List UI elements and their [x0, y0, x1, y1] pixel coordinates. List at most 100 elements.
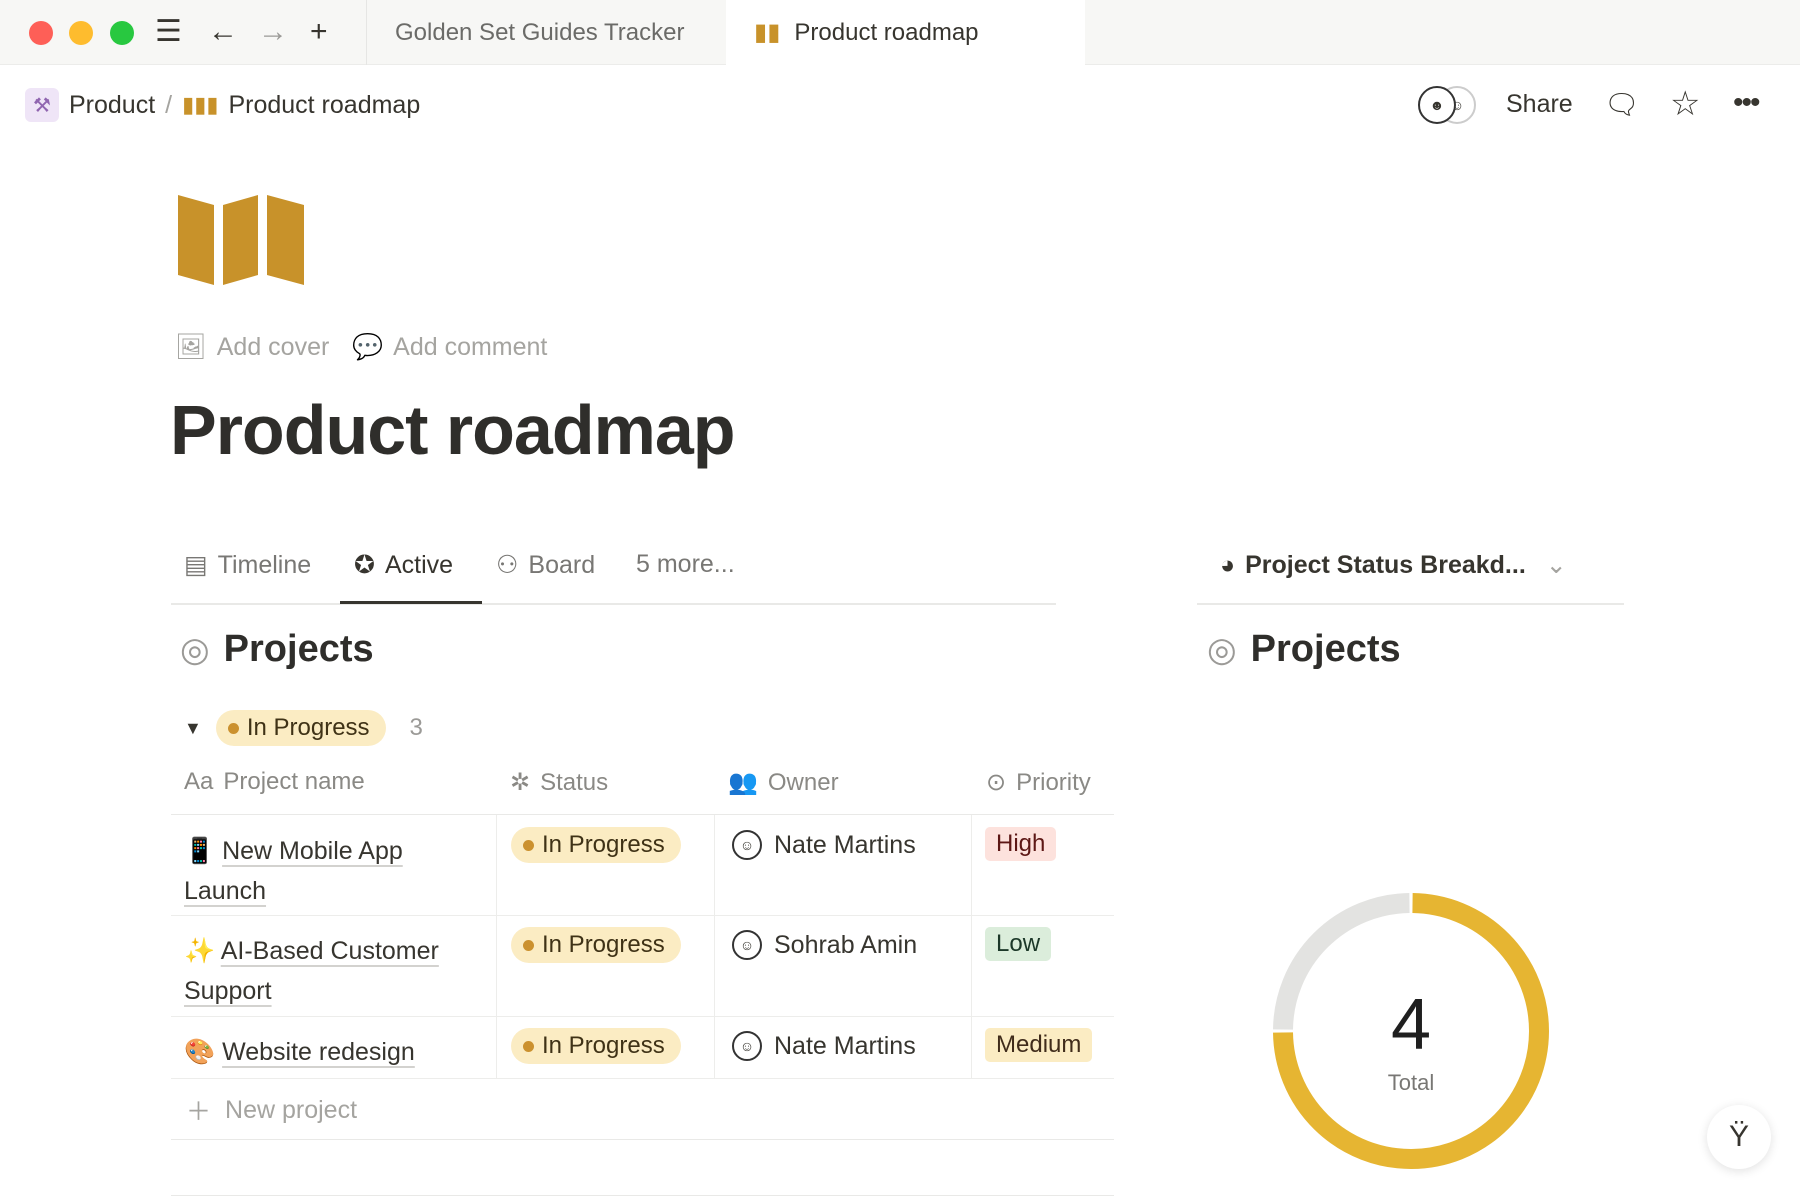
project-emoji-icon: 🎨: [184, 1038, 216, 1066]
product-workspace-icon: ⚒: [25, 88, 59, 122]
add-cover-button[interactable]: 🖼 Add cover: [175, 333, 329, 362]
breadcrumb-parent[interactable]: Product: [69, 90, 156, 119]
plus-icon: ＋: [186, 1098, 212, 1126]
owner-cell[interactable]: ☺ Nate Martins: [732, 1031, 916, 1061]
priority-badge: High: [985, 827, 1057, 861]
tab-label: Golden Set Guides Tracker: [395, 18, 685, 46]
project-name[interactable]: Website redesign: [222, 1038, 415, 1066]
tab-product-roadmap[interactable]: ▮▮ Product roadmap: [726, 0, 1085, 65]
column-header-project-name[interactable]: Aa Project name: [184, 768, 365, 796]
status-label: In Progress: [542, 1032, 665, 1059]
row-divider: [171, 915, 1114, 916]
status-cell[interactable]: In Progress: [511, 927, 681, 963]
priority-badge: Medium: [985, 1028, 1093, 1062]
more-views-button[interactable]: 5 more...: [636, 550, 735, 578]
new-tab-icon[interactable]: +: [310, 15, 328, 48]
new-project-button[interactable]: ＋ New project: [186, 1092, 357, 1128]
chart-view-label: Project Status Breakd...: [1245, 550, 1526, 579]
owner-cell[interactable]: ☺ Sohrab Amin: [732, 930, 917, 960]
donut-center-value: 4: [1391, 985, 1431, 1065]
people-icon: 👥: [728, 769, 758, 796]
project-name-cell[interactable]: ✨ AI-Based Customer Support: [184, 931, 484, 1011]
view-tab-label: Timeline: [217, 550, 312, 579]
view-tab-active[interactable]: ✪ Active: [354, 550, 453, 580]
notion-ai-face-icon: Ϋ: [1728, 1120, 1749, 1153]
owner-name: Nate Martins: [774, 830, 916, 859]
minimize-window-button[interactable]: [69, 21, 93, 45]
status-icon: ✲: [510, 769, 531, 796]
row-divider: [171, 1016, 1114, 1017]
project-name[interactable]: New Mobile App: [222, 837, 403, 865]
view-tab-board[interactable]: ⚇ Board: [496, 550, 595, 580]
board-icon: ⚇: [496, 551, 519, 579]
priority-cell[interactable]: Low: [985, 927, 1052, 961]
project-name-cell[interactable]: 🎨 Website redesign: [184, 1032, 484, 1072]
priority-cell[interactable]: High: [985, 827, 1057, 861]
status-badge: In Progress: [511, 927, 681, 963]
group-label: In Progress: [246, 714, 370, 741]
star-icon: ✪: [354, 551, 375, 579]
donut-slice-other[interactable]: [1273, 893, 1410, 1030]
breadcrumb: ⚒ Product / ▮▮▮ Product roadmap: [25, 88, 420, 122]
row-divider: [171, 1078, 1114, 1079]
column-label: Priority: [1016, 768, 1091, 796]
tab-golden-set-guides-tracker[interactable]: Golden Set Guides Tracker: [366, 0, 726, 65]
text-type-icon: Aa: [184, 768, 214, 795]
project-name-continued[interactable]: Launch: [184, 877, 267, 905]
title-bar: ☰ ← → + Golden Set Guides Tracker ▮▮ Prod…: [0, 0, 1800, 65]
new-project-label: New project: [225, 1095, 358, 1124]
add-comment-label: Add comment: [393, 333, 548, 361]
column-divider: [714, 815, 715, 1078]
priority-cell[interactable]: Medium: [985, 1028, 1093, 1062]
add-comment-button[interactable]: 💬 Add comment: [352, 333, 547, 362]
column-header-priority[interactable]: ⊙ Priority: [986, 768, 1091, 797]
priority-badge: Low: [985, 927, 1052, 961]
target-icon: ◎: [180, 630, 210, 669]
column-label: Project name: [223, 768, 365, 795]
project-emoji-icon: ✨: [184, 937, 216, 965]
project-name[interactable]: AI-Based Customer: [220, 937, 439, 965]
header-divider: [171, 814, 1114, 815]
view-tab-timeline[interactable]: ▤ Timeline: [184, 550, 311, 580]
breadcrumb-current[interactable]: Product roadmap: [228, 90, 421, 119]
donut-center-label: Total: [1388, 1070, 1434, 1095]
donut-chart: 4 Total: [1273, 893, 1549, 1169]
owner-avatar: ☺: [732, 830, 762, 860]
owner-cell[interactable]: ☺ Nate Martins: [732, 830, 916, 860]
project-name-cell[interactable]: 📱 New Mobile App Launch: [184, 831, 484, 911]
favorite-star-icon[interactable]: ☆: [1670, 85, 1701, 123]
collapse-triangle-icon[interactable]: ▼: [184, 717, 202, 738]
timeline-icon: ▤: [184, 551, 208, 579]
map-icon: ▮▮▮: [182, 92, 219, 117]
map-icon: ▮▮: [754, 19, 781, 46]
comments-icon[interactable]: 🗨: [1604, 89, 1640, 120]
share-button[interactable]: Share: [1506, 90, 1573, 118]
column-header-status[interactable]: ✲ Status: [510, 768, 608, 797]
more-options-icon[interactable]: •••: [1733, 86, 1760, 119]
owner-avatar: ☺: [732, 930, 762, 960]
project-name-continued[interactable]: Support: [184, 977, 272, 1005]
chart-tabs-divider: [1197, 603, 1624, 605]
donut-slice-in-progress[interactable]: [1273, 893, 1549, 1169]
page-title[interactable]: Product roadmap: [170, 391, 736, 469]
maximize-window-button[interactable]: [110, 21, 134, 45]
target-icon: ◎: [1207, 630, 1237, 669]
comment-icon: 💬: [352, 333, 384, 361]
status-cell[interactable]: In Progress: [511, 827, 681, 863]
group-header-in-progress[interactable]: ▼ In Progress 3: [184, 710, 423, 746]
collaborator-avatars[interactable]: ☺ ☻: [1418, 84, 1476, 126]
forward-arrow-icon[interactable]: →: [258, 15, 288, 48]
back-arrow-icon[interactable]: ←: [208, 15, 238, 48]
help-assistant-button[interactable]: Ϋ: [1707, 1105, 1771, 1169]
status-badge: In Progress: [511, 827, 681, 863]
select-icon: ⊙: [986, 769, 1007, 796]
database-title[interactable]: ◎ Projects: [180, 628, 374, 671]
chart-view-tab[interactable]: ◕ Project Status Breakd... ⌄: [1220, 550, 1567, 580]
view-tab-label: Active: [384, 550, 454, 579]
status-cell[interactable]: In Progress: [511, 1028, 681, 1064]
view-tabs-divider: [171, 603, 1056, 605]
menu-icon[interactable]: ☰: [155, 15, 182, 48]
column-header-owner[interactable]: 👥 Owner: [728, 768, 839, 797]
page-icon-map[interactable]: [178, 195, 304, 285]
close-window-button[interactable]: [29, 21, 53, 45]
